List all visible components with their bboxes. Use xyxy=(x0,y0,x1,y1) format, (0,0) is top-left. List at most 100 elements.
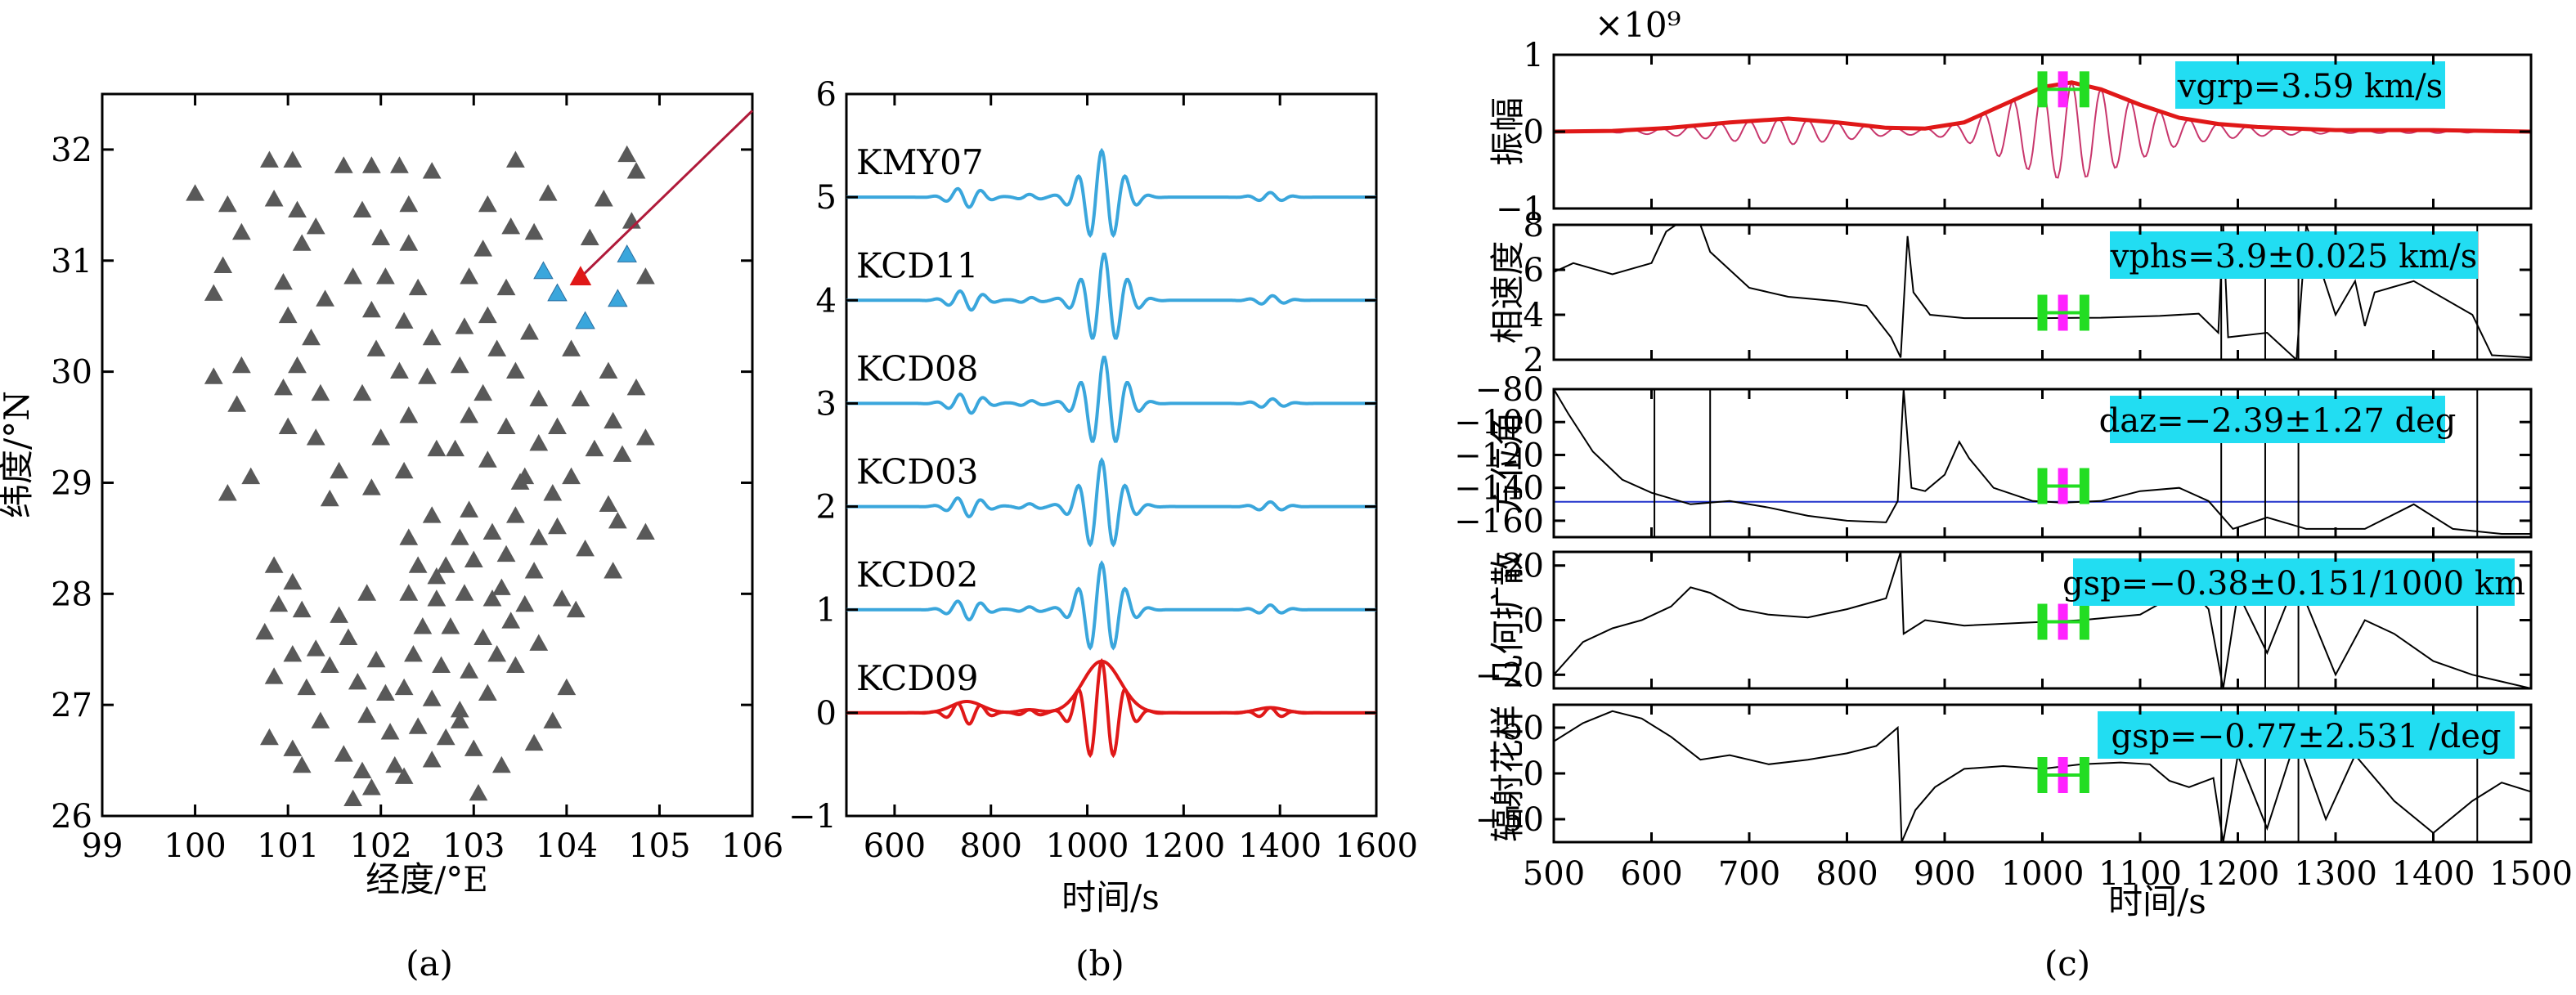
ftan-subplots: vgrp=3.59 km/s −1 0 1 振幅 ×10⁹ vphs=3.9±0.025 k… xyxy=(1454,5,2533,844)
station-marker xyxy=(529,433,549,451)
x-tick-label: 500 xyxy=(1523,855,1585,893)
y-tick-label: 29 xyxy=(51,464,92,502)
station-marker xyxy=(399,584,419,601)
station-marker xyxy=(529,634,549,651)
x-tick-label: 1100 xyxy=(2098,855,2182,893)
station-marker xyxy=(348,672,367,690)
station-marker xyxy=(608,512,627,529)
station-marker xyxy=(422,506,442,523)
station-marker xyxy=(478,684,497,701)
y-tick-label: 8 xyxy=(1524,207,1544,244)
station-marker xyxy=(269,594,289,612)
y-tick-label: −100 xyxy=(1454,404,1544,441)
station-marker xyxy=(231,356,251,374)
station-marker xyxy=(311,383,330,401)
y-tick-label: 2 xyxy=(816,489,837,527)
station-marker xyxy=(371,228,391,245)
station-marker xyxy=(482,522,502,540)
x-tick-label: 101 xyxy=(257,827,319,865)
x-tick-label: 104 xyxy=(536,827,598,865)
station-marker xyxy=(297,678,316,696)
station-marker xyxy=(626,378,646,396)
station-marker xyxy=(635,522,655,540)
station-marker xyxy=(515,594,535,612)
station-marker xyxy=(562,467,581,485)
station-marker xyxy=(404,645,423,662)
x-tick-label: 103 xyxy=(442,827,505,865)
y-tick-label: 20 xyxy=(1502,548,1544,585)
x-tick-label: 700 xyxy=(1718,855,1780,893)
station-marker xyxy=(604,411,623,429)
waveform-x-label: 时间/s xyxy=(1061,877,1160,917)
station-label: KMY07 xyxy=(856,142,984,182)
waveform-panel: KMY07 KCD11 KCD08 KCD03 KCD02 KCD09 600 800 100… xyxy=(788,76,1418,984)
station-marker xyxy=(427,439,447,457)
subplot-y-label: 几何扩散 xyxy=(1488,551,1528,688)
station-marker xyxy=(626,162,646,179)
trace-KMY07 xyxy=(846,147,1376,239)
station-marker xyxy=(501,217,521,235)
y-tick-label: 6 xyxy=(1524,252,1544,289)
x-tick-label: 106 xyxy=(721,827,783,865)
x-tick-label: 102 xyxy=(350,827,412,865)
annotation-text: vphs=3.9±0.025 km/s xyxy=(2110,238,2478,276)
station-marker xyxy=(264,667,284,684)
station-marker xyxy=(260,150,279,168)
station-marker xyxy=(580,228,599,245)
amplitude-envelope xyxy=(1554,80,2531,134)
station-marker xyxy=(548,517,567,535)
station-marker xyxy=(529,528,549,545)
station-label: KCD02 xyxy=(856,555,979,595)
station-marker xyxy=(292,234,312,251)
panel-label-b: (b) xyxy=(1075,943,1124,984)
station-marker xyxy=(385,755,405,773)
station-marker xyxy=(413,617,433,634)
station-marker xyxy=(278,306,298,324)
x-tick-label: 105 xyxy=(628,827,690,865)
annotation-text: daz=−2.39±1.27 deg xyxy=(2099,402,2457,440)
station-marker xyxy=(473,628,493,646)
station-marker xyxy=(436,556,456,573)
station-marker xyxy=(292,755,312,773)
station-marker xyxy=(450,356,469,374)
selected-station-marker xyxy=(608,289,628,307)
y-tick-label: 0 xyxy=(1524,114,1544,151)
subplot-y-label: 振幅 xyxy=(1488,97,1528,166)
x-tick-label: 800 xyxy=(1815,855,1878,893)
station-marker xyxy=(524,733,544,751)
y-tick-label: 31 xyxy=(51,243,92,280)
station-marker xyxy=(361,300,381,318)
y-tick-label: −80 xyxy=(1475,371,1544,409)
y-tick-label: −120 xyxy=(1454,437,1544,474)
station-marker xyxy=(585,439,604,457)
station-marker xyxy=(302,328,321,346)
station-marker xyxy=(562,339,581,356)
x-tick-label: 1000 xyxy=(1046,827,1129,865)
map-x-label: 经度/°E xyxy=(366,859,488,899)
station-marker xyxy=(352,383,372,401)
annotation-box xyxy=(2110,231,2478,279)
station-marker xyxy=(510,473,530,490)
station-marker xyxy=(394,461,414,479)
station-marker xyxy=(460,661,479,679)
station-marker xyxy=(441,617,460,634)
station-marker xyxy=(283,645,303,662)
station-marker xyxy=(292,600,312,618)
y-tick-label: −160 xyxy=(1454,503,1544,540)
y-tick-label: 5 xyxy=(816,179,837,217)
station-marker xyxy=(487,645,507,662)
station-marker xyxy=(330,461,349,479)
station-marker xyxy=(283,739,303,756)
station-marker xyxy=(543,484,563,501)
station-marker xyxy=(524,562,544,579)
y-tick-label: 50 xyxy=(1502,710,1544,747)
station-marker xyxy=(186,184,204,201)
map-x-ticks: 99 100 101 102 103 104 105 106 xyxy=(82,94,783,865)
station-marker xyxy=(464,550,483,567)
station-marker xyxy=(505,656,525,674)
station-marker xyxy=(390,156,409,173)
station-marker xyxy=(455,317,474,334)
station-marker xyxy=(343,267,363,285)
y-tick-label: 27 xyxy=(51,687,92,724)
y-tick-label: −50 xyxy=(1475,801,1544,839)
